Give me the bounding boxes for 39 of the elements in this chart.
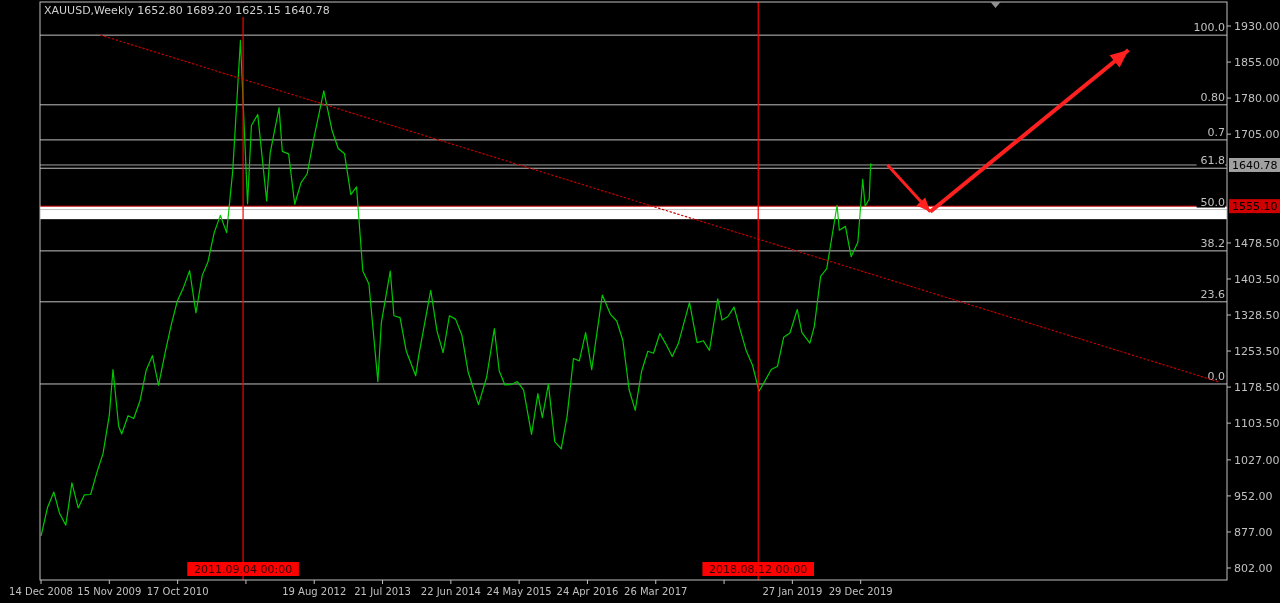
y-tick-label: 1780.00	[1234, 91, 1280, 105]
y-tick-label: 1930.00	[1234, 19, 1280, 33]
annotation: 61.8	[1200, 154, 1225, 168]
ref-line-label: 1555.10	[1232, 200, 1278, 213]
x-tick-label: 21 Jul 2013	[354, 586, 411, 597]
y-tick-label: 952.00	[1234, 489, 1273, 503]
line-series	[40, 39, 873, 536]
x-tick-label: 17 Oct 2010	[146, 586, 209, 597]
x-tick-label: 24 May 2015	[486, 586, 552, 597]
ref-line-label: 1640.78	[1232, 158, 1278, 172]
y-tick-label: 802.00	[1234, 561, 1273, 575]
y-tick-label: 1178.50	[1234, 380, 1280, 394]
annotation: 0.0	[1207, 369, 1225, 383]
x-tick-label: 24 Apr 2016	[556, 586, 619, 597]
ref-line-label: 2018.08.12 00:00	[709, 562, 808, 576]
y-tick-label: 1253.50	[1234, 344, 1280, 358]
y-tick-label: 1103.50	[1234, 416, 1280, 430]
annotation: 50.0	[1200, 195, 1225, 209]
y-tick-label: 1855.00	[1234, 55, 1280, 69]
x-tick-label: 15 Nov 2009	[77, 586, 142, 597]
x-tick-label: 26 Mar 2017	[624, 586, 688, 597]
y-tick-label: 877.00	[1234, 525, 1273, 539]
x-tick-label: 14 Dec 2008	[9, 586, 73, 597]
annotation: 0.80	[1200, 90, 1225, 104]
x-tick-label: 29 Dec 2019	[828, 586, 893, 597]
y-tick-label: 1328.50	[1234, 308, 1280, 322]
y-tick-label: 1027.00	[1234, 453, 1280, 467]
x-tick-label: 27 Jan 2019	[762, 586, 823, 597]
chart-title: XAUUSD,Weekly 1652.80 1689.20 1625.15 1640.78	[44, 4, 330, 17]
annotation: 23.6	[1200, 287, 1225, 301]
ref-line-label: 2011.09.04 00:00	[193, 562, 293, 576]
annotation: 0.7	[1207, 125, 1225, 139]
y-tick-label: 1478.50	[1234, 236, 1280, 250]
annotation: 38.2	[1200, 236, 1225, 250]
y-tick-label: 1705.00	[1234, 127, 1280, 141]
x-tick-label: 19 Aug 2012	[282, 586, 347, 597]
annotation: 100.0	[1193, 21, 1225, 35]
x-tick-label: 22 Jun 2014	[420, 586, 481, 597]
y-tick-label: 1403.50	[1234, 272, 1280, 286]
